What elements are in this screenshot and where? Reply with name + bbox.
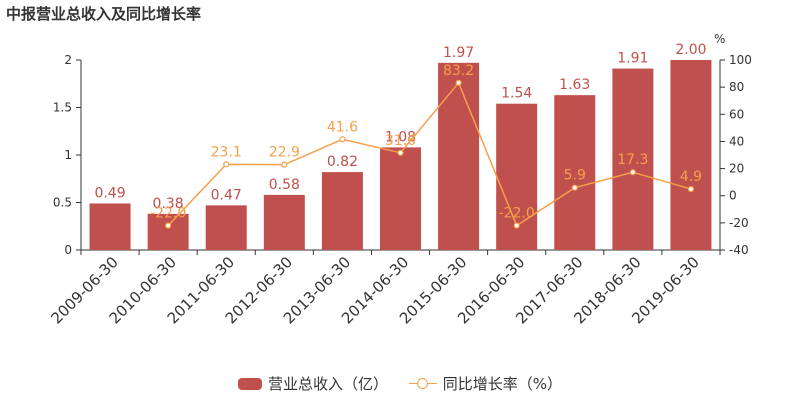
bar xyxy=(263,194,305,250)
left-axis-tick-label: 0.5 xyxy=(53,196,72,210)
right-axis-tick-label: 0 xyxy=(729,189,737,203)
right-axis-tick-label: 80 xyxy=(729,80,744,94)
growth-data-label: -22.0 xyxy=(499,206,535,222)
bar xyxy=(147,213,189,250)
growth-data-label: 41.6 xyxy=(327,119,358,135)
right-axis-unit: % xyxy=(714,32,725,46)
bar-data-label: 1.97 xyxy=(443,45,474,61)
left-axis-tick-label: 2 xyxy=(64,53,72,67)
bar-data-label: 1.08 xyxy=(385,129,416,145)
bar-data-label: 1.54 xyxy=(501,86,532,102)
bar xyxy=(205,205,247,250)
growth-data-label: -22.0 xyxy=(150,206,186,222)
chart-title: 中报营业总收入及同比增长率 xyxy=(6,5,202,23)
bar-data-label: 2.00 xyxy=(675,42,706,58)
growth-data-label: 31.6 xyxy=(385,133,416,149)
growth-point xyxy=(165,222,172,229)
bar-data-label: 0.58 xyxy=(269,177,300,193)
legend-line-swatch xyxy=(408,377,437,390)
growth-data-label: 83.2 xyxy=(443,63,474,79)
bar xyxy=(554,95,596,251)
legend: 营业总收入（亿） 同比增长率（%） xyxy=(0,373,800,394)
growth-point xyxy=(281,161,288,168)
left-axis-tick-label: 1.5 xyxy=(53,101,72,115)
right-axis-tick-label: 60 xyxy=(729,107,744,121)
right-axis-tick-label: 100 xyxy=(729,53,752,67)
growth-point xyxy=(687,185,695,193)
bar-data-label: 1.91 xyxy=(617,51,648,67)
bar xyxy=(670,60,712,250)
growth-data-label: 4.9 xyxy=(680,169,702,185)
bar xyxy=(612,68,654,250)
right-axis-tick-label: -20 xyxy=(729,216,749,230)
bar xyxy=(380,147,421,250)
left-axis-tick-label: 0 xyxy=(64,243,72,257)
bar-data-label: 1.63 xyxy=(559,77,590,93)
growth-point xyxy=(223,161,230,168)
growth-data-label: 17.3 xyxy=(617,152,648,168)
right-axis-tick-label: 40 xyxy=(729,134,744,148)
growth-point xyxy=(513,222,520,229)
growth-point xyxy=(397,149,404,156)
growth-data-label: 22.9 xyxy=(269,145,300,161)
growth-data-label: 5.9 xyxy=(564,168,586,184)
growth-point xyxy=(339,136,346,143)
bar xyxy=(438,62,480,250)
bar xyxy=(89,203,131,250)
bar xyxy=(321,172,363,250)
bar-data-label: 0.47 xyxy=(211,187,242,203)
growth-point xyxy=(571,184,578,191)
growth-line xyxy=(167,81,692,227)
right-axis-tick-label: 20 xyxy=(729,162,744,176)
growth-point xyxy=(629,169,636,176)
bar-data-label: 0.82 xyxy=(327,154,358,170)
left-axis-tick-label: 1 xyxy=(64,148,72,162)
legend-item-growth[interactable]: 同比增长率（%） xyxy=(408,373,563,394)
legend-bar-swatch xyxy=(237,377,262,390)
growth-point xyxy=(455,79,462,86)
bar-data-label: 0.38 xyxy=(153,196,184,212)
legend-item-revenue[interactable]: 营业总收入（亿） xyxy=(237,373,388,394)
legend-label-revenue: 营业总收入（亿） xyxy=(267,375,388,393)
growth-data-label: 23.1 xyxy=(211,144,242,160)
right-axis-tick-label: -40 xyxy=(729,243,749,257)
bar-data-label: 0.49 xyxy=(94,185,125,201)
legend-label-growth: 同比增长率（%） xyxy=(442,375,563,393)
